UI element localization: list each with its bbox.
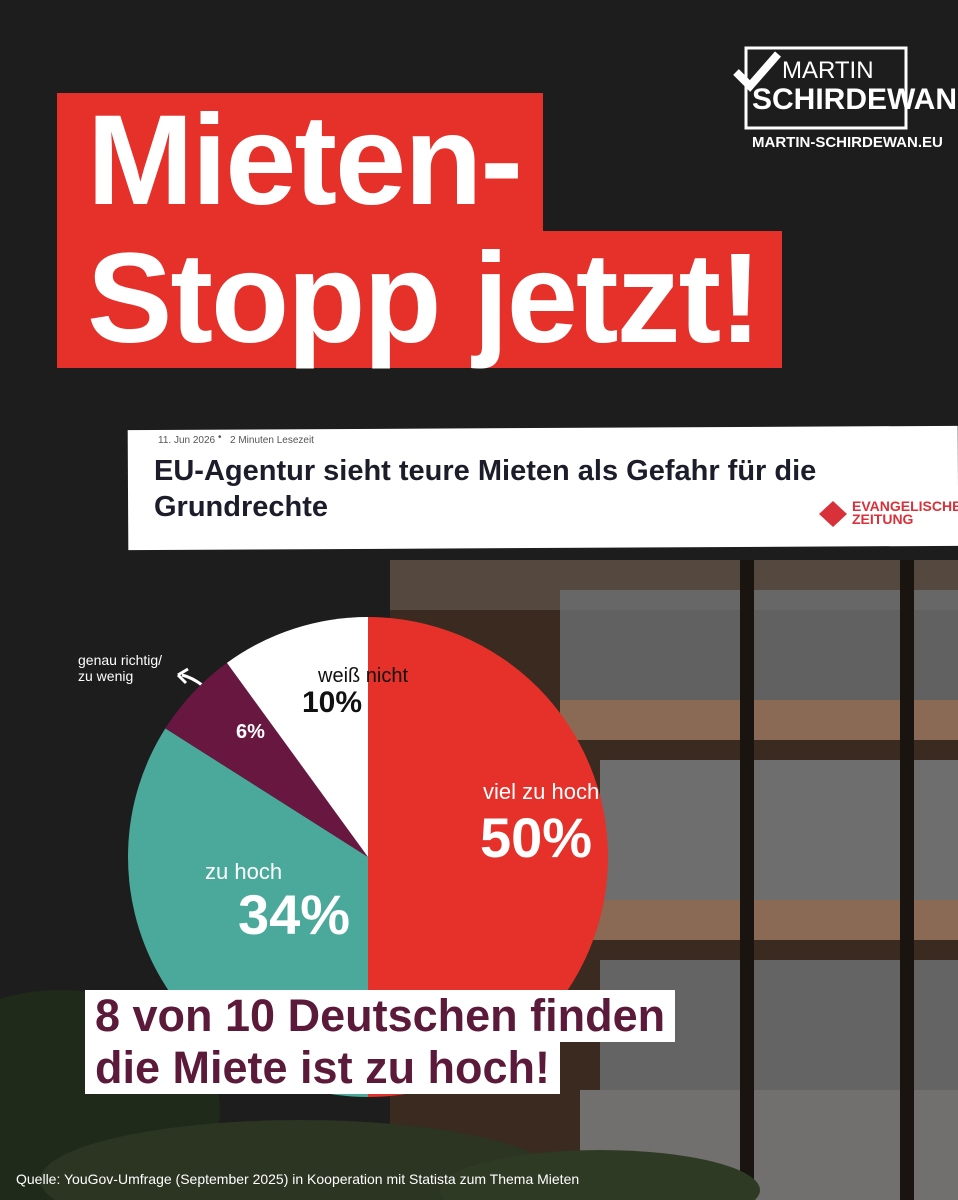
callout-line: die Miete ist zu hoch!	[85, 1042, 561, 1094]
callout-line: 8 von 10 Deutschen finden	[85, 990, 676, 1042]
source-logo-icon	[819, 501, 847, 527]
pie-slice	[226, 617, 368, 857]
slice-label: genau richtig/ zu wenig	[78, 651, 163, 684]
value-label: 34%	[238, 883, 351, 947]
slice-label: weiß nicht	[318, 665, 409, 687]
source-logo-line: EVANGELISCHE	[852, 498, 958, 514]
logo-url: MARTIN-SCHIRDEWAN.EU	[752, 134, 943, 151]
title-line: Stopp jetzt!	[57, 231, 782, 368]
pie-slice	[165, 662, 368, 857]
source-logo-line: ZEITUNG	[852, 511, 914, 527]
logo-last: SCHIRDEWAN	[752, 83, 958, 116]
article-reading-time: 2 Minuten Lesezeit	[230, 435, 314, 446]
slice-label: viel zu hoch	[483, 778, 600, 804]
footer-source: Quelle: YouGov-Umfrage (September 2025) …	[16, 1171, 580, 1187]
separator: •	[218, 432, 222, 443]
value-label: 10%	[302, 686, 363, 719]
value-label: 50%	[480, 806, 593, 870]
article-headline: EU-Agentur sieht teure Mieten als Gefahr…	[154, 455, 817, 523]
logo-first: MARTIN	[782, 57, 874, 84]
article-date: 11. Jun 2026	[158, 435, 216, 446]
title-line: Mieten-	[57, 93, 543, 231]
slice-label: zu hoch	[205, 858, 283, 884]
value-label: 6%	[236, 721, 265, 743]
pie-slice	[368, 617, 608, 1097]
